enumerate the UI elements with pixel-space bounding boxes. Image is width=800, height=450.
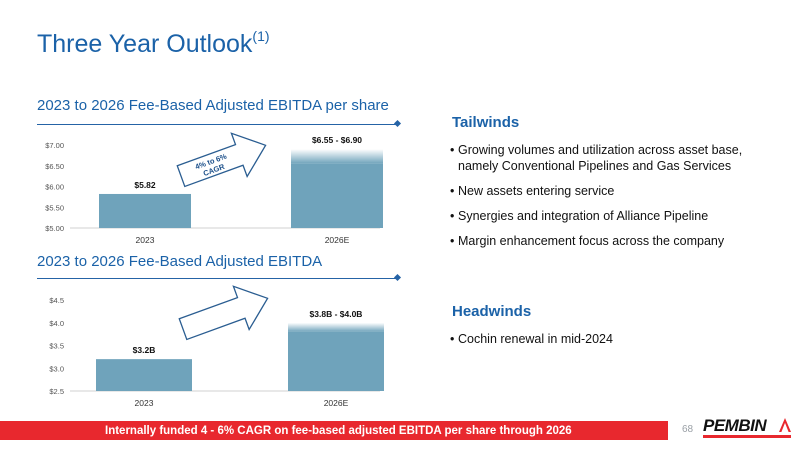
growth-arrow-group (178, 285, 269, 341)
y-tick-label: $6.00 (45, 183, 64, 192)
list-item: Margin enhancement focus across the comp… (450, 233, 770, 249)
cagr-arrow-shape (176, 132, 267, 188)
bar-range-segment (291, 149, 383, 164)
footer-text: Internally funded 4 - 6% CAGR on fee-bas… (105, 424, 572, 437)
x-tick-label: 2023 (135, 398, 154, 408)
y-tick-label: $6.50 (45, 162, 64, 171)
y-tick-label: $3.0 (49, 364, 64, 373)
headwinds-list: Cochin renewal in mid-2024 (450, 331, 770, 356)
logo-mountain-icon (779, 418, 791, 432)
list-item: New assets entering service (450, 183, 770, 199)
bar (291, 163, 383, 228)
y-tick-label: $7.00 (45, 141, 64, 150)
company-logo: PEMBIN (703, 416, 793, 438)
page-title-text: Three Year Outlook (37, 30, 253, 58)
y-tick-label: $5.50 (45, 203, 64, 212)
bar (288, 331, 384, 391)
footer-banner: Internally funded 4 - 6% CAGR on fee-bas… (0, 421, 668, 440)
headwinds-heading: Headwinds (452, 303, 532, 320)
chart-per-share-title: 2023 to 2026 Fee-Based Adjusted EBITDA p… (37, 97, 389, 114)
tailwinds-heading: Tailwinds (452, 114, 520, 131)
title-footnote: (1) (252, 28, 270, 44)
y-tick-label: $3.5 (49, 342, 64, 351)
page-title: Three Year Outlook(1) (37, 28, 270, 59)
bar (99, 193, 191, 228)
chart-ebitda-divider (37, 278, 397, 279)
data-label: $5.82 (134, 180, 156, 190)
list-item: Synergies and integration of Alliance Pi… (450, 208, 770, 224)
x-tick-label: 2026E (325, 235, 350, 245)
bar-range-segment (288, 322, 384, 332)
data-label: $6.55 - $6.90 (312, 135, 362, 145)
ebitda-bar-chart: $2.5 $3.0 $3.5 $4.0 $4.5 $3.2B 2023 $3.8B - $4.… (49, 285, 384, 408)
logo-underline (703, 435, 791, 438)
y-tick-label: $5.00 (45, 224, 64, 233)
chart-per-share-divider (37, 124, 397, 125)
x-tick-label: 2023 (136, 235, 155, 245)
tailwinds-list: Growing volumes and utilization across a… (450, 142, 770, 258)
page-number: 68 (682, 424, 694, 435)
cagr-arrow-group: 4% to 6%CAGR (176, 132, 267, 188)
chart-ebitda-title: 2023 to 2026 Fee-Based Adjusted EBITDA (37, 253, 323, 270)
x-tick-label: 2026E (324, 398, 349, 408)
data-label: $3.8B - $4.0B (310, 309, 363, 319)
bar (96, 359, 192, 391)
per-share-bar-chart: $5.00 $5.50 $6.00 $6.50 $7.00 $5.82 2023 $6.55 … (45, 132, 383, 245)
logo-wordmark: PEMBIN (703, 416, 771, 435)
y-tick-label: $4.0 (49, 319, 64, 328)
list-item: Growing volumes and utilization across a… (450, 142, 770, 174)
y-tick-label: $4.5 (49, 296, 64, 305)
y-tick-label: $2.5 (49, 387, 64, 396)
data-label: $3.2B (133, 345, 156, 355)
list-item: Cochin renewal in mid-2024 (450, 331, 770, 347)
growth-arrow-shape (178, 285, 269, 341)
